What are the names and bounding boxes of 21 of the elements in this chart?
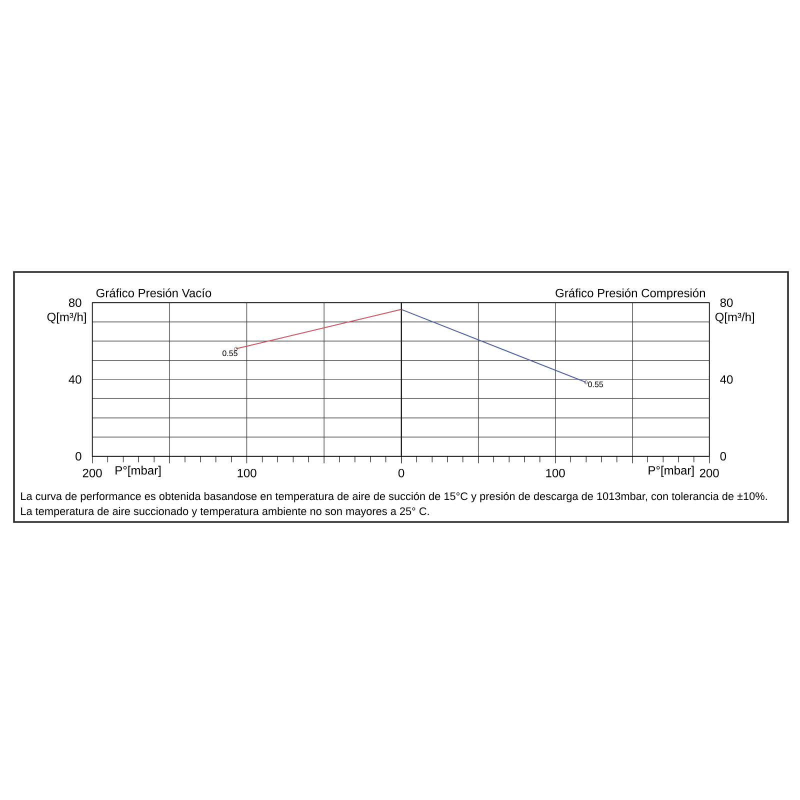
y-axis-title: Q[m³/h]	[715, 312, 754, 324]
x-axis-title: P°[mbar]	[648, 466, 694, 477]
y-tick-label: 40	[720, 375, 733, 384]
chart-title: Gráfico Presión Compresión	[556, 288, 705, 300]
text: La temperatura de aire succionado y temperatura ambiente no son mayores a 25° C.	[21, 507, 429, 518]
text: La curva de performance es obtenida basandose en temperatura de aire de succión de 15°C y presión de descarga de 1013mbar, con tolerancia de ±10%.	[21, 492, 767, 502]
y-tick-label: 80	[68, 298, 82, 307]
annotation: 0.55	[588, 382, 604, 388]
x-tick-label: 100	[546, 468, 565, 478]
y-tick-label: 0	[720, 452, 726, 461]
x-tick-label: 0	[398, 468, 404, 478]
y-tick-label: 40	[68, 375, 82, 384]
x-axis-title: P°[mbar]	[116, 466, 161, 477]
x-tick-label: 100	[238, 468, 256, 478]
annotation: 0.55	[222, 350, 238, 356]
chart-title: Gráfico Presión Vacío	[96, 288, 212, 298]
y-tick-label: 0	[76, 452, 82, 461]
y-tick-label: 80	[720, 298, 733, 307]
x-tick-label: 200	[82, 468, 102, 478]
y-axis-title: Q[m³/h]	[47, 312, 86, 324]
x-tick-label: 200	[700, 468, 719, 478]
